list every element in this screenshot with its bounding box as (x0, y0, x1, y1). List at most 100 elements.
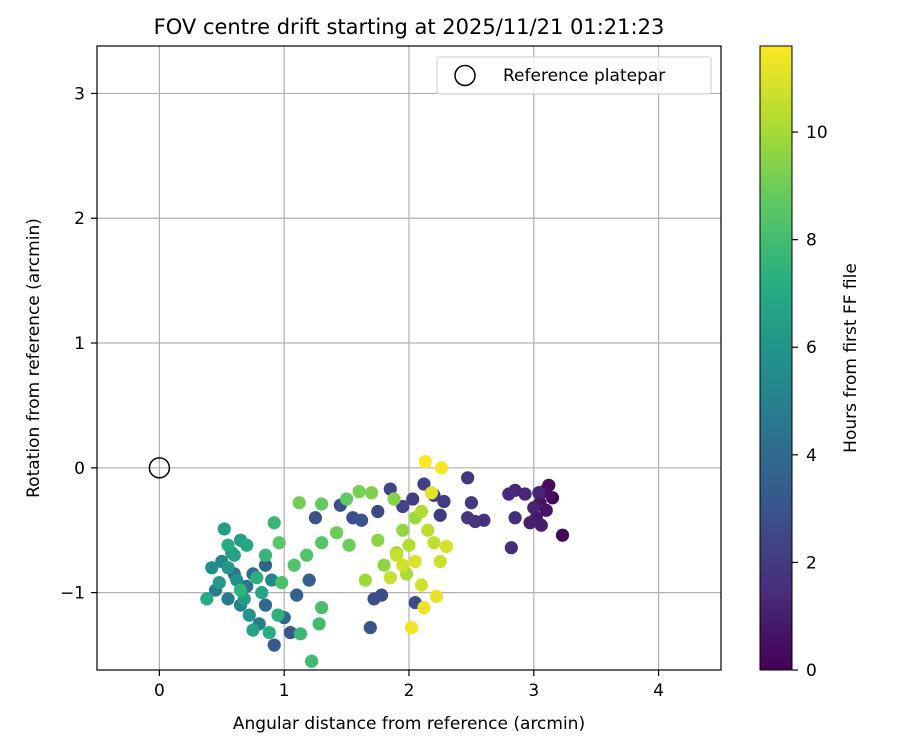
x-tick-label: 3 (528, 681, 539, 701)
data-point (258, 598, 273, 612)
data-point (532, 486, 546, 500)
data-point (342, 538, 356, 552)
data-point (508, 511, 522, 525)
data-point (354, 513, 369, 527)
data-point (230, 573, 244, 587)
colorbar-label: Hours from first FF file (841, 263, 861, 453)
data-point (308, 511, 322, 525)
legend-label: Reference platepar (503, 66, 665, 86)
data-point (383, 482, 397, 496)
data-point (290, 588, 304, 602)
data-point (340, 492, 354, 506)
y-axis-ticks: −1 0 1 2 3 (60, 84, 97, 604)
y-axis-label: Rotation from reference (arcmin) (24, 218, 44, 498)
reference-platepar-marker (148, 457, 171, 479)
data-point (461, 471, 475, 485)
data-point (371, 533, 385, 547)
y-tick-label: −1 (60, 584, 85, 604)
data-point (305, 654, 319, 668)
data-point (367, 592, 381, 606)
data-point (246, 623, 260, 637)
data-point (406, 492, 420, 506)
data-point (421, 523, 435, 537)
data-point (233, 583, 248, 597)
data-point (417, 601, 431, 615)
data-point (527, 501, 541, 515)
data-point (302, 573, 316, 587)
data-point (396, 499, 410, 514)
data-point (433, 508, 447, 522)
y-tick-label: 3 (74, 84, 85, 104)
colorbar-tick-label: 2 (806, 553, 817, 573)
data-point (352, 484, 366, 499)
data-point (408, 554, 422, 569)
scatter-points (200, 454, 570, 668)
x-axis-label: Angular distance from reference (arcmin) (233, 714, 585, 734)
y-tick-label: 0 (74, 459, 85, 479)
data-point (315, 601, 329, 615)
data-point (293, 627, 308, 641)
data-point (504, 541, 518, 555)
data-point (555, 528, 570, 542)
legend: Reference platepar (436, 56, 712, 95)
data-point (418, 454, 432, 469)
data-point (502, 487, 516, 501)
data-point (221, 538, 235, 552)
x-axis-ticks: 0 1 2 3 4 (154, 670, 664, 701)
data-point (272, 536, 286, 550)
colorbar-tick-label: 8 (806, 231, 817, 251)
data-point (364, 486, 379, 500)
data-point (200, 592, 214, 606)
data-point (433, 554, 447, 569)
data-point (227, 548, 241, 562)
data-point (437, 494, 451, 509)
data-point (434, 461, 449, 475)
data-point (414, 504, 429, 519)
data-point (383, 571, 397, 585)
data-point (315, 497, 329, 511)
data-point (427, 536, 441, 550)
data-point (240, 538, 254, 552)
data-point (424, 486, 439, 500)
data-point (242, 608, 256, 622)
data-point (212, 576, 226, 590)
data-point (377, 558, 391, 572)
data-point (396, 523, 410, 537)
data-point (534, 518, 548, 532)
data-point (255, 586, 269, 600)
data-point (330, 526, 344, 540)
data-point (271, 608, 285, 622)
x-tick-label: 4 (653, 681, 664, 701)
colorbar-ticks: 0 2 4 6 8 10 (792, 123, 828, 681)
data-point (217, 522, 231, 536)
data-point (292, 496, 306, 510)
data-point (404, 620, 419, 635)
data-point (396, 558, 410, 572)
colorbar-tick-label: 4 (806, 446, 817, 466)
legend-box (436, 56, 712, 95)
x-tick-label: 1 (279, 681, 290, 701)
data-point (315, 536, 329, 550)
data-point (300, 548, 314, 562)
colorbar-tick-label: 0 (806, 661, 817, 681)
data-point (358, 573, 372, 587)
x-tick-label: 2 (404, 681, 415, 701)
data-point (429, 589, 444, 603)
legend-marker (454, 64, 476, 87)
data-point (518, 487, 532, 501)
colorbar-tick-label: 10 (806, 123, 828, 143)
y-tick-label: 1 (74, 334, 85, 354)
chart-title: FOV centre drift starting at 2025/11/21 … (154, 15, 665, 39)
data-point (417, 477, 431, 491)
data-point (275, 576, 289, 590)
data-point (414, 578, 429, 592)
data-point (461, 511, 475, 525)
data-point (262, 625, 276, 640)
data-point (464, 496, 478, 510)
data-point (205, 561, 219, 575)
y-tick-label: 2 (74, 209, 85, 229)
colorbar-tick-label: 6 (806, 338, 817, 358)
colorbar (759, 45, 793, 671)
data-point (265, 573, 279, 587)
